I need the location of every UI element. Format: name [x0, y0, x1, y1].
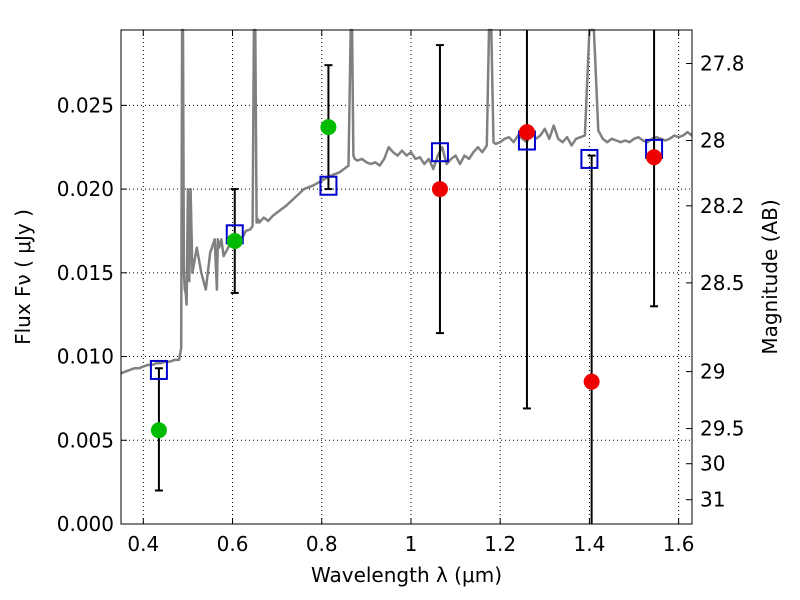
- plot-frame: [120, 29, 693, 525]
- detection-point: [226, 232, 243, 249]
- x-tick-label: 1.4: [573, 532, 605, 556]
- y2-tick-label: 28: [700, 129, 725, 153]
- y-axis-title: Flux Fν ( μJy ): [11, 209, 35, 345]
- detection-point: [150, 422, 167, 439]
- y2-tick-label: 29.5: [700, 417, 745, 441]
- y-tick-label: 0.020: [57, 177, 114, 201]
- spectrum: [120, 28, 693, 375]
- y2-tick-label: 28.2: [700, 194, 745, 218]
- model-flux-square: [430, 142, 449, 163]
- spectrum-line: [120, 28, 693, 375]
- upper-limit-point: [646, 149, 663, 166]
- y-tick-label: 0.015: [57, 261, 114, 285]
- y2-tick-label: 29: [700, 360, 725, 384]
- upper-limit-point: [431, 181, 448, 198]
- detection-point: [320, 119, 337, 136]
- photometry-points: [150, 119, 663, 439]
- upper-limit-point: [518, 124, 535, 141]
- y2-tick-label: 31: [700, 488, 725, 512]
- x-axis-title: Wavelength λ (μm): [311, 563, 502, 587]
- model-flux-markers: [149, 130, 664, 380]
- upper-limit-point: [583, 373, 600, 390]
- x-tick-label: 0.6: [217, 532, 249, 556]
- axis-ticks: 0.4 0.6 0.8 1 1.2 1.4 1.6 0.000 0.005 0.010 0.015 0…: [57, 30, 745, 556]
- x-tick-label: 0.4: [127, 532, 159, 556]
- y-tick-label: 0.010: [57, 345, 114, 369]
- y-tick-label: 0.000: [57, 512, 114, 536]
- model-flux-square: [149, 359, 168, 380]
- y2-axis-title: Magnitude (AB): [758, 199, 782, 354]
- y-tick-label: 0.005: [57, 428, 114, 452]
- error-bars: [154, 30, 659, 524]
- y-tick-label: 0.025: [57, 93, 114, 117]
- x-tick-label: 1: [405, 532, 418, 556]
- x-tick-label: 1.2: [484, 532, 516, 556]
- x-tick-label: 0.8: [306, 532, 338, 556]
- y2-tick-label: 30: [700, 452, 725, 476]
- y2-tick-label: 28.5: [700, 271, 745, 295]
- x-tick-label: 1.6: [663, 532, 695, 556]
- y2-tick-label: 27.8: [700, 51, 745, 75]
- model-flux-square: [580, 148, 599, 169]
- model-flux-square: [319, 175, 338, 196]
